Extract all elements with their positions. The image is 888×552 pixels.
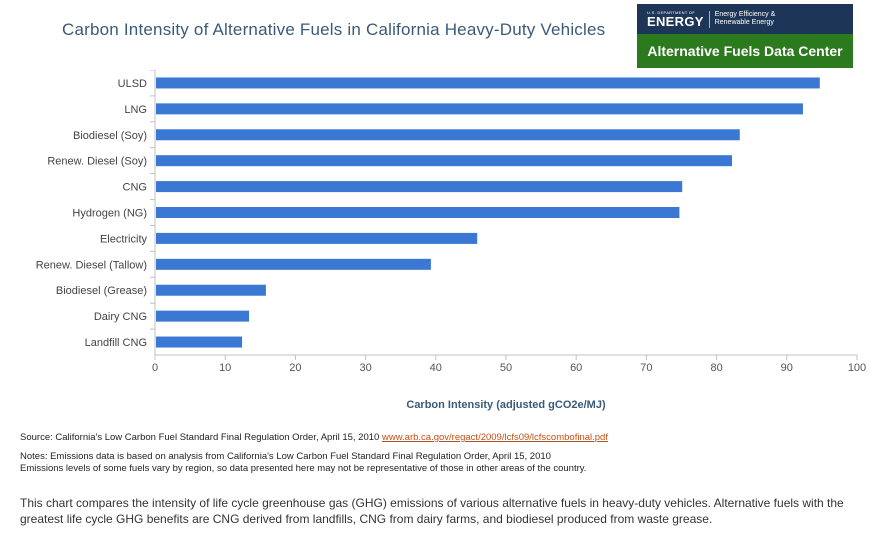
y-tick-label: LNG	[124, 104, 147, 116]
y-tick-label: ULSD	[118, 78, 147, 90]
doe-wordmark: U.S. DEPARTMENT OF ENERGY	[647, 9, 710, 29]
source-link[interactable]: www.arb.ca.gov/regact/2009/lcfs09/lcfsco…	[381, 432, 608, 443]
bar	[156, 155, 733, 167]
x-tick-label: 70	[640, 362, 652, 374]
source-text: Source: California's Low Carbon Fuel Sta…	[20, 432, 382, 443]
doe-eere-banner: U.S. DEPARTMENT OF ENERGY Energy Efficie…	[637, 4, 853, 34]
x-tick-label: 80	[710, 362, 722, 374]
notes: Notes: Emissions data is based on analys…	[20, 451, 586, 475]
y-tick-label: Dairy CNG	[94, 311, 147, 323]
x-tick-label: 100	[848, 362, 866, 374]
y-tick-label: Renew. Diesel (Soy)	[47, 156, 147, 168]
source-line: Source: California's Low Carbon Fuel Sta…	[20, 432, 608, 443]
bar	[156, 284, 266, 296]
bar	[156, 336, 243, 348]
y-tick-label: Electricity	[100, 233, 148, 245]
bar	[156, 181, 683, 193]
y-tick-label: Biodiesel (Soy)	[73, 130, 147, 142]
bar	[156, 77, 820, 89]
bar	[156, 310, 250, 322]
x-tick-label: 50	[500, 362, 512, 374]
bar	[156, 258, 431, 270]
y-tick-label: CNG	[123, 182, 147, 194]
y-tick-label: Landfill CNG	[85, 337, 147, 349]
x-tick-label: 10	[219, 362, 231, 374]
x-tick-label: 20	[289, 362, 301, 374]
eere-text: Energy Efficiency & Renewable Energy	[714, 10, 776, 26]
y-tick-label: Renew. Diesel (Tallow)	[36, 259, 147, 271]
bar	[156, 103, 803, 115]
chart-title: Carbon Intensity of Alternative Fuels in…	[62, 20, 606, 39]
note-line-1: Notes: Emissions data is based on analys…	[20, 451, 551, 462]
bar	[156, 232, 478, 244]
x-tick-label: 60	[570, 362, 582, 374]
x-axis-title: Carbon Intensity (adjusted gCO2e/MJ)	[406, 399, 606, 411]
y-tick-label: Hydrogen (NG)	[72, 208, 147, 220]
afdc-banner: Alternative Fuels Data Center	[637, 34, 853, 68]
x-tick-label: 90	[781, 362, 793, 374]
x-tick-label: 40	[430, 362, 442, 374]
y-tick-label: Biodiesel (Grease)	[56, 285, 147, 297]
bar	[156, 129, 740, 141]
doe-small-text: U.S. DEPARTMENT OF	[647, 9, 696, 15]
afdc-logo[interactable]: U.S. DEPARTMENT OF ENERGY Energy Efficie…	[637, 4, 853, 68]
x-tick-label: 0	[152, 362, 158, 374]
bar	[156, 207, 680, 218]
doe-big-text: ENERGY	[647, 13, 704, 29]
bar-chart: ULSD LNG Biodiesel (Soy) Renew. Diesel (Soy…	[36, 70, 866, 374]
chart-description: This chart compares the intensity of lif…	[20, 496, 844, 526]
note-line-2: Emissions levels of some fuels vary by r…	[20, 463, 587, 474]
x-tick-label: 30	[359, 362, 371, 374]
